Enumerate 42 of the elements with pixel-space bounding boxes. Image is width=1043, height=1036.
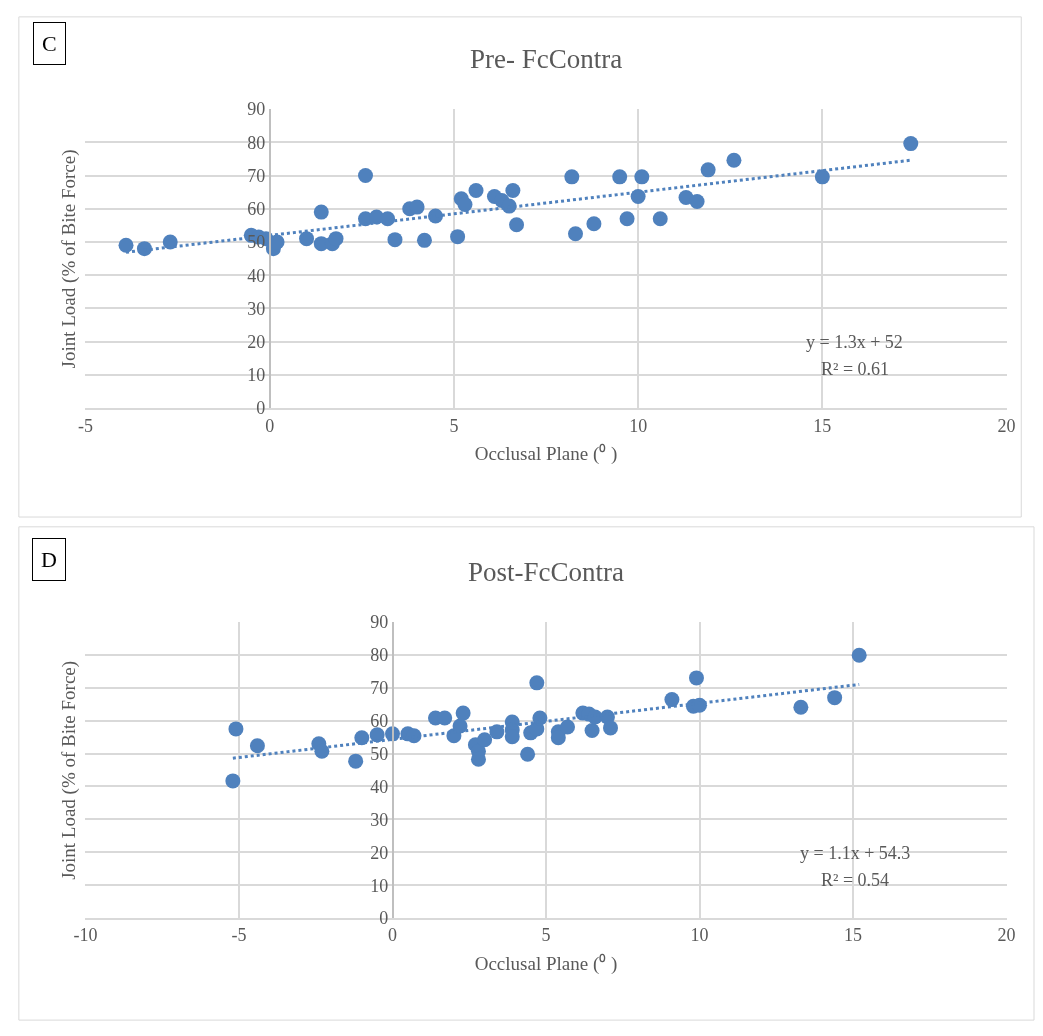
x-tick-label: -10 — [73, 925, 98, 946]
x-tick-label: 15 — [813, 415, 832, 436]
annotation: y = 1.1x + 54.3 — [800, 843, 911, 863]
y-axis-title: Joint Load (% of Bite Force) — [57, 660, 80, 880]
y-tick-label: 30 — [247, 298, 266, 319]
annotation: y = 1.3x + 52 — [806, 332, 903, 352]
x-tick-label: -5 — [77, 415, 93, 436]
x-tick-label: 20 — [997, 925, 1016, 946]
x-tick-label: 10 — [629, 415, 648, 436]
y-tick-label: 80 — [370, 645, 389, 666]
y-tick-label: 70 — [370, 678, 389, 699]
y-tick-label: 60 — [247, 199, 266, 220]
y-tick-label: 10 — [247, 365, 266, 386]
y-tick-label: 20 — [247, 331, 266, 352]
y-tick-label: 10 — [370, 875, 389, 896]
x-tick-label: 5 — [541, 925, 551, 946]
y-tick-label: 50 — [370, 743, 389, 764]
x-axis-title: Occlusal Plane (⁰ ) — [474, 952, 618, 975]
x-tick-label: 10 — [690, 925, 709, 946]
x-tick-label: -5 — [231, 925, 247, 946]
y-axis-title: Joint Load (% of Bite Force) — [58, 149, 81, 369]
y-tick-label: 40 — [370, 776, 389, 797]
y-tick-label: 90 — [370, 612, 389, 633]
x-tick-label: 20 — [997, 415, 1016, 436]
text: C — [42, 31, 57, 56]
y-tick-label: 0 — [256, 398, 266, 419]
chart-title: Post-FcContra — [468, 557, 625, 587]
y-tick-label: 30 — [370, 809, 389, 830]
text: D — [41, 547, 57, 572]
y-tick-label: 70 — [247, 165, 266, 186]
annotation: R² = 0.61 — [821, 359, 890, 379]
y-tick-label: 80 — [247, 132, 266, 153]
x-axis-title: Occlusal Plane (⁰ ) — [474, 442, 618, 465]
y-tick-label: 90 — [247, 99, 266, 120]
y-tick-label: 60 — [370, 710, 389, 731]
y-tick-label: 40 — [247, 265, 266, 286]
chart-title: Pre- FcContra — [470, 44, 623, 74]
annotation: R² = 0.54 — [821, 870, 890, 890]
y-tick-label: 20 — [370, 842, 389, 863]
x-tick-label: 15 — [844, 925, 863, 946]
x-tick-label: 5 — [449, 415, 459, 436]
y-tick-label: 0 — [379, 908, 389, 929]
